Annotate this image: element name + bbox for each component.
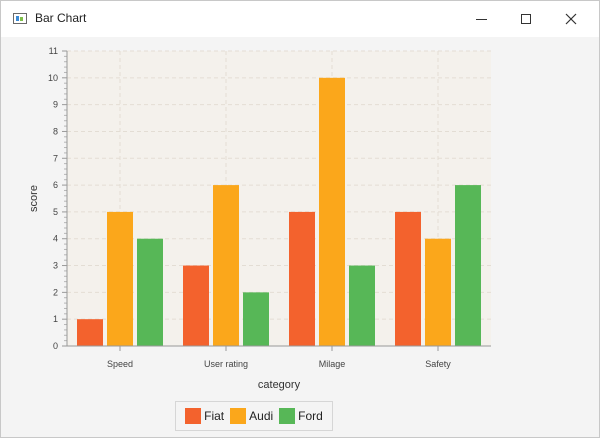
bar-ford-user-rating — [243, 292, 269, 346]
y-axis-title: score — [28, 185, 40, 212]
bar-fiat-speed — [77, 319, 103, 346]
legend: Fiat Audi Ford — [175, 401, 333, 431]
y-tick-label: 11 — [49, 46, 58, 56]
app-icon — [13, 13, 27, 24]
bar-ford-safety — [455, 185, 481, 346]
minimize-button[interactable] — [461, 7, 501, 31]
x-tick-label: User rating — [204, 359, 248, 369]
window-title: Bar Chart — [35, 11, 87, 25]
bar-audi-milage — [319, 77, 345, 346]
bar-fiat-milage — [289, 211, 315, 346]
x-tick-label: Speed — [107, 359, 133, 369]
bar-audi-safety — [425, 238, 451, 346]
legend-item-audi: Audi — [230, 408, 273, 424]
title-bar[interactable]: Bar Chart — [1, 1, 599, 37]
bar-ford-milage — [349, 265, 375, 346]
y-tick-label: 0 — [53, 341, 58, 351]
bar-audi-speed — [107, 211, 133, 346]
legend-swatch-fiat — [185, 408, 202, 424]
legend-label-ford: Ford — [298, 409, 323, 423]
legend-label-fiat: Fiat — [204, 409, 225, 423]
y-tick-label: 10 — [48, 73, 58, 83]
x-axis-title: category — [258, 379, 301, 391]
close-icon — [565, 13, 577, 25]
bar-chart: 0 1 2 3 4 5 6 7 8 9 10 11 Speed User rating Milage Safe… — [28, 46, 491, 391]
legend-swatch-ford — [279, 408, 296, 424]
x-tick-label: Milage — [319, 359, 346, 369]
close-button[interactable] — [551, 7, 591, 31]
y-tick-label: 6 — [53, 180, 58, 190]
y-tick-label: 3 — [53, 261, 58, 271]
legend-swatch-audi — [230, 408, 247, 424]
y-tick-label: 2 — [53, 287, 58, 297]
maximize-button[interactable] — [506, 7, 546, 31]
y-tick-label: 7 — [53, 153, 58, 163]
y-tick-label: 9 — [53, 100, 58, 110]
bar-ford-speed — [137, 238, 163, 346]
bar-audi-user-rating — [213, 185, 239, 346]
x-tick-label: Safety — [425, 359, 451, 369]
y-tick-label: 1 — [53, 314, 58, 324]
bar-fiat-user-rating — [183, 265, 209, 346]
minimize-icon — [475, 18, 487, 20]
legend-label-audi: Audi — [249, 409, 274, 423]
legend-item-ford: Ford — [279, 408, 323, 424]
y-tick-label: 5 — [53, 207, 58, 217]
maximize-icon — [521, 14, 531, 24]
y-tick-label: 4 — [53, 234, 58, 244]
y-tick-label: 8 — [53, 126, 58, 136]
bar-fiat-safety — [395, 211, 421, 346]
legend-item-fiat: Fiat — [185, 408, 224, 424]
